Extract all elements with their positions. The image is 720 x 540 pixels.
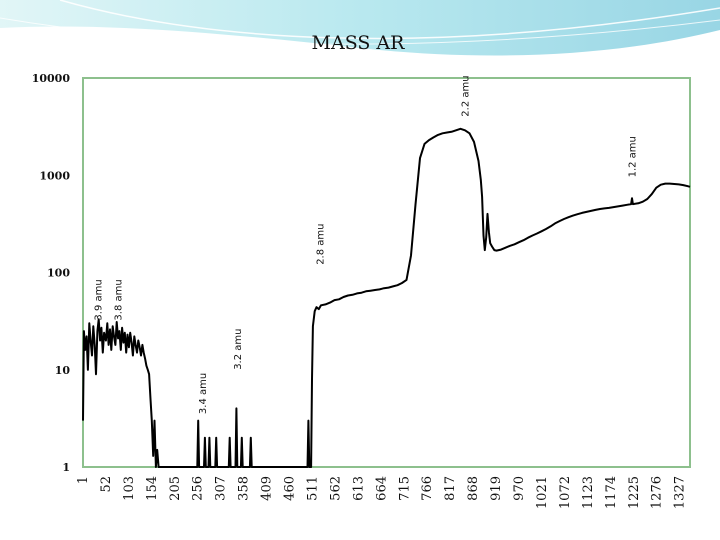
series-line	[82, 127, 691, 468]
x-tick-label: 766	[420, 476, 435, 501]
x-tick-label: 613	[351, 476, 366, 501]
x-tick-label: 460	[283, 476, 298, 501]
y-axis-tick-labels: 10000 1000 100 10 1	[32, 72, 71, 474]
y-tick-label: 10	[55, 364, 71, 377]
x-tick-label: 562	[328, 476, 343, 501]
x-tick-label: 256	[191, 476, 206, 501]
y-tick-label: 1	[62, 461, 70, 474]
x-tick-label: 154	[145, 476, 160, 501]
x-tick-label: 103	[122, 476, 137, 501]
x-tick-label: 52	[99, 476, 114, 493]
peak-annotation: 3.2 amu	[233, 329, 244, 370]
x-tick-label: 1	[76, 476, 91, 484]
peak-annotation: 1.2 amu	[628, 136, 639, 177]
y-tick-label: 100	[47, 267, 70, 280]
peak-annotations: 2.2 amu 1.2 amu 2.8 amu 3.9 amu 3.8 amu 3.4 a…	[93, 75, 638, 414]
x-tick-label: 1276	[650, 476, 665, 509]
x-tick-label: 868	[466, 476, 481, 501]
y-tick-label: 1000	[39, 169, 70, 182]
peak-annotation: 3.8 amu	[114, 279, 125, 320]
peak-annotation: 3.9 amu	[93, 279, 104, 320]
peak-annotation: 3.4 amu	[198, 373, 209, 414]
x-tick-label: 409	[260, 476, 275, 501]
x-axis-tick-labels: 1 52 103 154 205 256 307 358 409 460 511 562 613 664 7…	[76, 476, 688, 509]
top-wave-decoration	[0, 0, 720, 56]
x-tick-label: 715	[397, 476, 412, 501]
x-tick-label: 205	[168, 476, 183, 501]
x-tick-label: 358	[237, 476, 252, 501]
peak-annotation: 2.2 amu	[461, 75, 472, 116]
peak-annotation: 2.8 amu	[316, 224, 327, 265]
x-tick-label: 970	[512, 476, 527, 501]
x-tick-label: 817	[443, 476, 458, 501]
x-tick-label: 511	[305, 476, 320, 501]
x-tick-label: 1174	[604, 476, 619, 509]
y-tick-label: 10000	[32, 72, 71, 85]
x-tick-label: 919	[489, 476, 504, 501]
x-tick-label: 1327	[673, 476, 688, 509]
x-tick-label: 307	[214, 476, 229, 501]
chart-title: MASS AR	[312, 32, 406, 54]
x-tick-label: 1123	[581, 476, 596, 509]
plot-area-border	[82, 77, 691, 468]
x-tick-label: 1225	[627, 476, 642, 509]
series-group	[82, 127, 691, 468]
x-tick-label: 664	[374, 476, 389, 501]
top-wave-line-2	[0, 17, 720, 45]
x-tick-label: 1072	[558, 476, 573, 509]
x-tick-label: 1021	[535, 476, 550, 509]
top-wave-line-1	[59, 0, 720, 40]
